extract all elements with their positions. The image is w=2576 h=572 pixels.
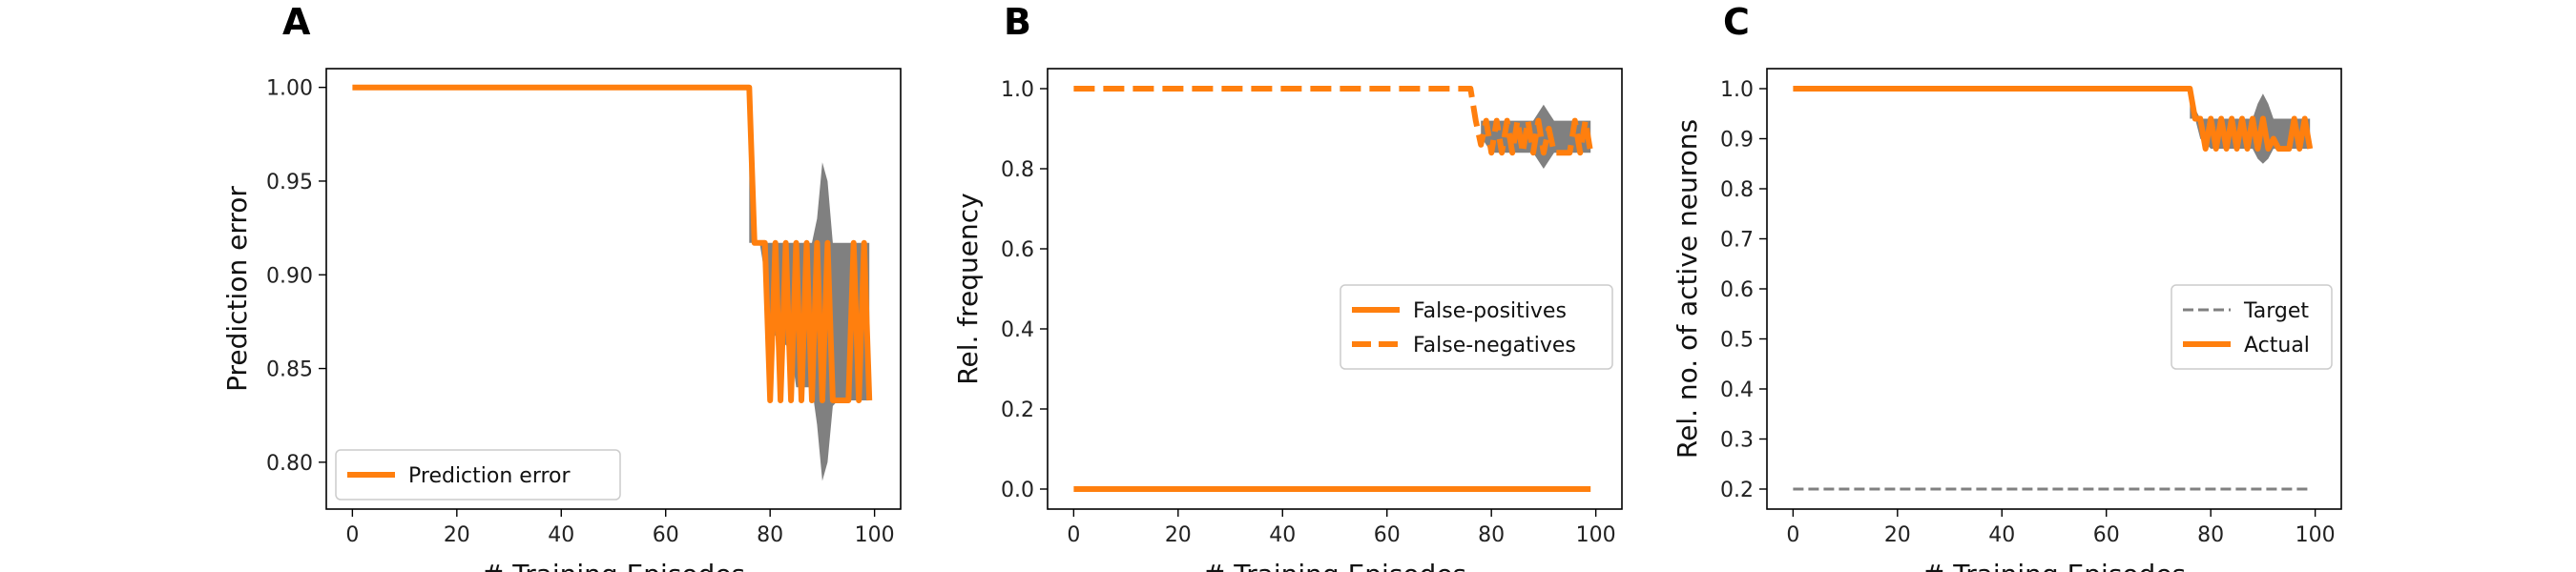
panel-b: B 0 20 40 60 80 100 0.0 0.2 0.4 0.6 0.8 1.0 # Trainin… [952, 1, 1623, 572]
axes-frame [1047, 68, 1623, 510]
plot-area [1793, 86, 2314, 491]
legend-label: Actual [2244, 334, 2310, 358]
legend-label: Target [2243, 299, 2309, 323]
y-tick-label: 0.8 [1720, 178, 1754, 202]
y-tick-label: 0.6 [1001, 238, 1034, 262]
y-tick-label: 0.2 [1001, 398, 1034, 422]
y-tick-label: 0.80 [266, 452, 313, 476]
panel-c: C 0 20 40 60 80 100 0.2 0.3 0.4 0.5 0.6 0.7 0.8 0.9 1.0… [1672, 1, 2342, 572]
x-tick-label: 100 [855, 523, 895, 547]
legend-label: False-positives [1413, 299, 1567, 323]
panel-a: A 0 20 40 60 80 100 0.80 0.85 0.90 0.95 1.00 # Train… [221, 1, 902, 572]
series-line-actual [1793, 86, 2314, 152]
plot-area [1073, 86, 1594, 492]
x-tick-label: 0 [345, 523, 359, 547]
x-tick-label: 60 [653, 523, 679, 547]
y-axis-label: Rel. frequency [952, 193, 984, 384]
y-tick-label: 0.5 [1720, 329, 1754, 353]
y-tick-label: 0.95 [266, 171, 313, 194]
x-tick-label: 80 [2197, 523, 2224, 547]
series-line-false-negatives [1073, 86, 1594, 156]
panel-letter: C [1723, 1, 1750, 43]
legend-label: Prediction error [408, 464, 571, 488]
legend: False-positives False-negatives [1340, 284, 1613, 370]
legend-box [1340, 284, 1613, 370]
x-tick-label: 80 [1478, 523, 1505, 547]
x-tick-label: 80 [757, 523, 783, 547]
y-tick-label: 0.3 [1720, 429, 1754, 453]
y-tick-label: 1.00 [266, 77, 313, 101]
x-tick-label: 40 [1988, 523, 2015, 547]
x-tick-label: 0 [1067, 523, 1080, 547]
y-tick-label: 0.0 [1001, 479, 1034, 502]
y-tick-label: 1.0 [1001, 78, 1034, 102]
x-tick-label: 20 [444, 523, 470, 547]
legend: Prediction error [335, 449, 621, 500]
x-tick-label: 0 [1786, 523, 1799, 547]
x-tick-label: 20 [1884, 523, 1911, 547]
x-tick-label: 60 [1374, 523, 1401, 547]
y-tick-label: 1.0 [1720, 78, 1754, 102]
y-tick-label: 0.8 [1001, 158, 1034, 182]
y-tick-label: 0.2 [1720, 479, 1754, 502]
x-tick-label: 100 [2296, 523, 2336, 547]
x-tick-label: 100 [1576, 523, 1616, 547]
series-line-prediction-error [352, 84, 873, 403]
x-tick-label: 60 [2093, 523, 2120, 547]
y-axis-label: Rel. no. of active neurons [1672, 119, 1703, 459]
y-tick-label: 0.7 [1720, 229, 1754, 253]
panel-letter: B [1004, 1, 1031, 43]
y-tick-label: 0.85 [266, 358, 313, 382]
y-axis-label: Prediction error [221, 186, 253, 392]
x-tick-label: 40 [548, 523, 574, 547]
plot-area [352, 84, 873, 481]
x-tick-label: 40 [1269, 523, 1296, 547]
x-tick-label: 20 [1165, 523, 1192, 547]
legend: Target Actual [2171, 284, 2333, 370]
x-axis-label: # Training Episodes [1203, 559, 1466, 572]
panel-letter: A [282, 1, 311, 43]
axes-frame [325, 68, 902, 510]
x-axis-label: # Training Episodes [482, 559, 745, 572]
y-tick-label: 0.9 [1720, 129, 1754, 153]
legend-box [2171, 284, 2333, 370]
legend-label: False-negatives [1413, 334, 1576, 358]
legend-box [335, 449, 621, 500]
y-tick-label: 0.4 [1720, 378, 1754, 402]
y-tick-label: 0.90 [266, 264, 313, 288]
x-axis-label: # Training Episodes [1922, 559, 2186, 572]
y-tick-label: 0.6 [1720, 278, 1754, 302]
y-tick-label: 0.4 [1001, 318, 1034, 342]
